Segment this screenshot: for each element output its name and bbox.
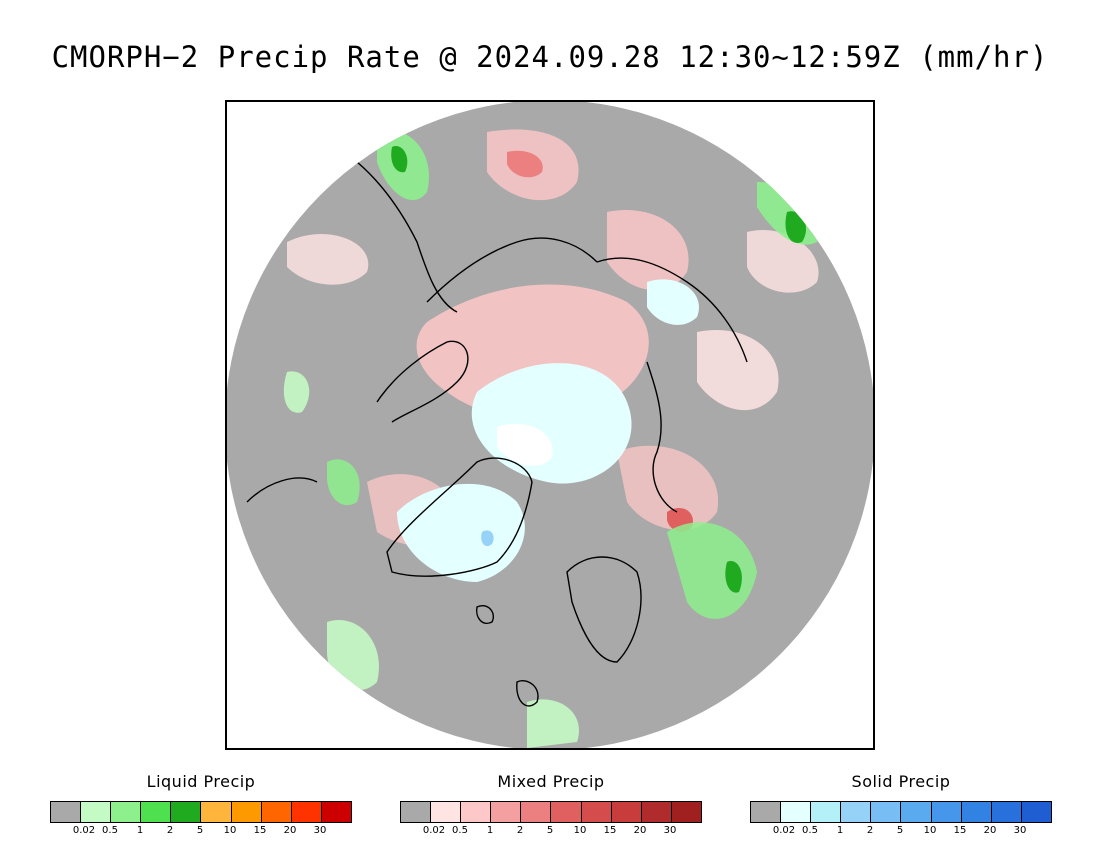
legend-swatch — [931, 802, 962, 822]
legend-swatch — [841, 802, 872, 822]
solid-precip-areas — [397, 279, 699, 582]
legend-swatch — [551, 802, 582, 822]
legend-tick-label: 0.5 — [102, 825, 118, 836]
legend-tick-label: 0.02 — [422, 825, 446, 836]
tick-labels: 0.02 0.5 1 2 5 10 15 20 30 — [50, 823, 350, 837]
precip-map — [225, 100, 875, 750]
legend-title: Liquid Precip — [146, 772, 256, 791]
legend-swatch — [81, 802, 112, 822]
legend-swatch — [581, 802, 612, 822]
legend-swatch — [781, 802, 812, 822]
legend-tick-label: 5 — [196, 825, 204, 836]
legend-tick-label: 15 — [253, 825, 267, 836]
legend-tick-label: 15 — [953, 825, 967, 836]
coastlines — [246, 141, 748, 707]
legend-tick-label: 2 — [166, 825, 174, 836]
legend-swatch — [171, 802, 202, 822]
legend-solid-precip: Solid Precip 0.02 0.5 1 2 5 10 15 20 30 — [750, 772, 1052, 837]
legend-title: Mixed Precip — [497, 772, 605, 791]
legend-tick-label: 5 — [896, 825, 904, 836]
legend-tick-label: 30 — [663, 825, 677, 836]
legend-tick-label: 0.02 — [72, 825, 96, 836]
legend-tick-label: 30 — [313, 825, 327, 836]
color-scale — [50, 801, 352, 823]
legend-swatch — [611, 802, 642, 822]
legend-swatch — [641, 802, 672, 822]
legend-tick-label: 10 — [923, 825, 937, 836]
legend-tick-label: 20 — [983, 825, 997, 836]
map-title: CMORPH−2 Precip Rate @ 2024.09.28 12:30∼… — [51, 40, 1049, 74]
legend-tick-label: 15 — [603, 825, 617, 836]
legend-tick-label: 30 — [1013, 825, 1027, 836]
legend-liquid-precip: Liquid Precip 0.02 0.5 1 2 5 10 15 20 30 — [50, 772, 352, 837]
legend-swatch — [491, 802, 522, 822]
legend-swatch — [291, 802, 322, 822]
legend-swatch — [141, 802, 172, 822]
legend-swatch — [51, 802, 82, 822]
tick-labels: 0.02 0.5 1 2 5 10 15 20 30 — [750, 823, 1050, 837]
legend-swatch — [321, 802, 351, 822]
legend-swatch — [751, 802, 782, 822]
legend-tick-label: 1 — [836, 825, 844, 836]
legend-swatch — [901, 802, 932, 822]
tick-labels: 0.02 0.5 1 2 5 10 15 20 30 — [400, 823, 700, 837]
legend-swatch — [201, 802, 232, 822]
legend-swatch — [521, 802, 552, 822]
legend-swatch — [871, 802, 902, 822]
polar-map-canvas — [227, 102, 873, 748]
legend-swatch — [961, 802, 992, 822]
legend-swatch — [111, 802, 142, 822]
legend-tick-label: 10 — [573, 825, 587, 836]
legend-tick-label: 0.5 — [452, 825, 468, 836]
legend-tick-label: 20 — [633, 825, 647, 836]
legend-swatch — [401, 802, 432, 822]
legend-tick-label: 0.02 — [772, 825, 796, 836]
color-scale — [400, 801, 702, 823]
color-scale — [750, 801, 1052, 823]
legend-swatch — [261, 802, 292, 822]
legend-tick-label: 1 — [486, 825, 494, 836]
legend-tick-label: 2 — [866, 825, 874, 836]
legend-title: Solid Precip — [851, 772, 951, 791]
legend-tick-label: 0.5 — [802, 825, 818, 836]
legend-swatch — [671, 802, 701, 822]
legend-swatch — [461, 802, 492, 822]
legend-tick-label: 1 — [136, 825, 144, 836]
legend-swatch — [811, 802, 842, 822]
legend-swatch — [231, 802, 262, 822]
liquid-precip-areas — [283, 130, 819, 748]
legend-tick-label: 2 — [516, 825, 524, 836]
legend-mixed-precip: Mixed Precip 0.02 0.5 1 2 5 10 15 20 30 — [400, 772, 702, 837]
legend-swatch — [991, 802, 1022, 822]
legend-tick-label: 10 — [223, 825, 237, 836]
legend-swatch — [431, 802, 462, 822]
legend-tick-label: 5 — [546, 825, 554, 836]
legend-swatch — [1021, 802, 1051, 822]
legend-tick-label: 20 — [283, 825, 297, 836]
